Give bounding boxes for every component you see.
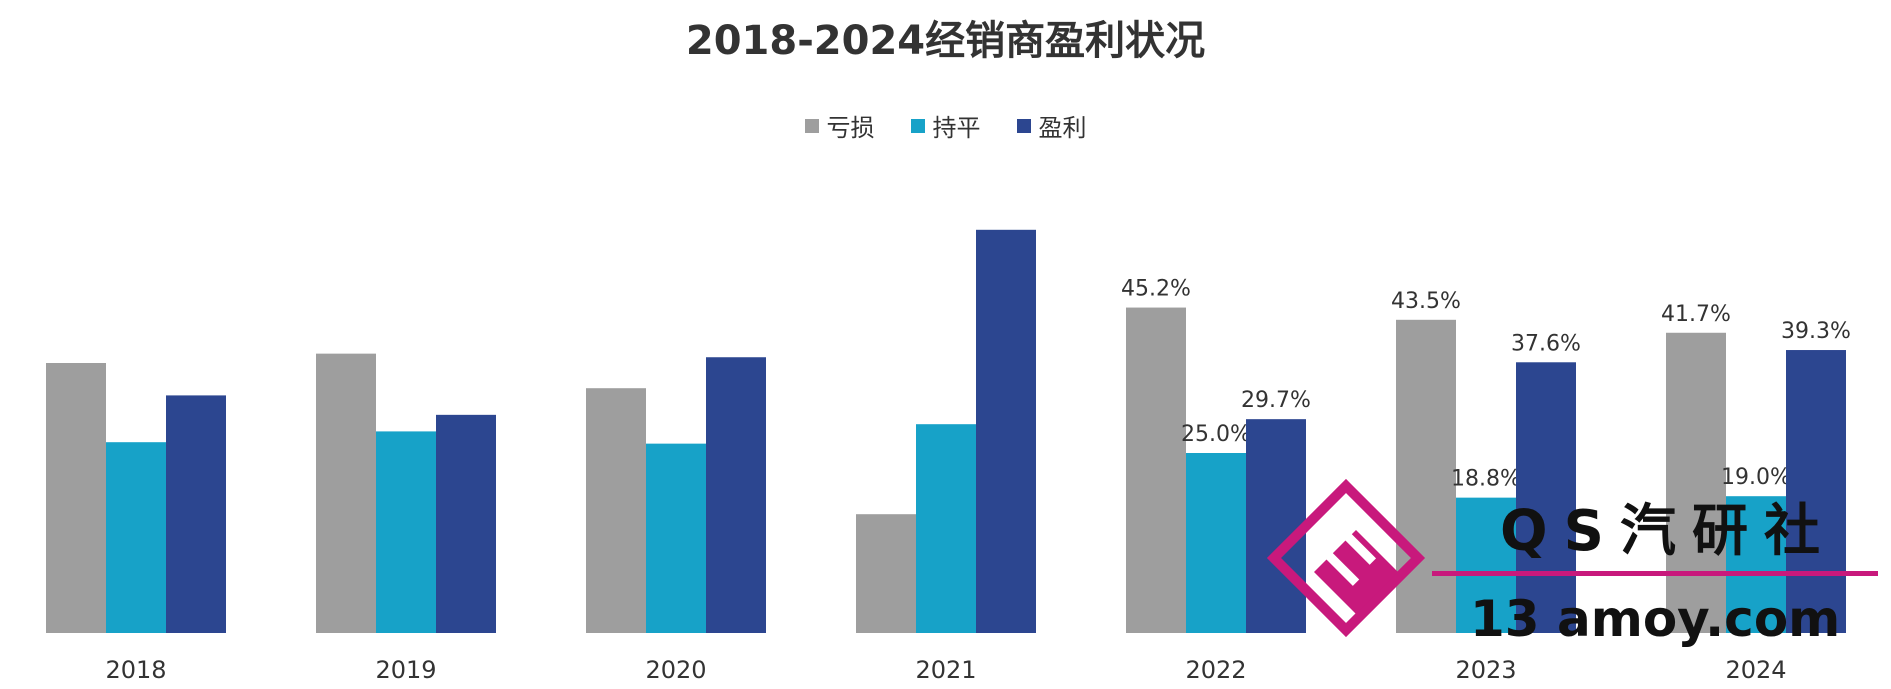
bar-loss-2021 — [856, 514, 916, 633]
legend-item-loss: 亏损 — [804, 108, 875, 143]
data-label-profit-2024: 39.3% — [1781, 319, 1851, 344]
watermark-url: 13 amoy.com — [1470, 590, 1840, 648]
bar-loss-2020 — [586, 388, 646, 633]
legend-label-breakeven: 持平 — [932, 114, 981, 142]
bar-profit-2021 — [976, 229, 1036, 634]
chart-title: 2018-2024经销商盈利状况 — [685, 18, 1206, 64]
bar-loss-2023 — [1396, 319, 1456, 633]
bar-breakeven-2024 — [1726, 496, 1786, 633]
bar-breakeven-2020 — [646, 443, 706, 633]
x-tick-label-2020: 2020 — [645, 656, 706, 684]
x-tick-label-2022: 2022 — [1185, 656, 1246, 684]
data-label-loss-2023: 43.5% — [1391, 289, 1461, 314]
bar-breakeven-2023 — [1456, 497, 1516, 633]
bar-profit-2024 — [1786, 350, 1846, 633]
bar-breakeven-2018 — [106, 442, 166, 633]
x-tick-label-2021: 2021 — [915, 656, 976, 684]
bar-breakeven-2022 — [1186, 453, 1246, 633]
data-label-profit-2023: 37.6% — [1511, 331, 1581, 356]
data-label-breakeven-2024: 19.0% — [1721, 465, 1791, 490]
chart-legend: 亏损 持平 盈利 — [0, 108, 1891, 143]
legend-item-profit: 盈利 — [1016, 108, 1087, 143]
data-label-breakeven-2022: 25.0% — [1181, 422, 1251, 447]
data-label-loss-2024: 41.7% — [1661, 302, 1731, 327]
x-tick-label-2018: 2018 — [105, 656, 166, 684]
watermark-divider — [1432, 571, 1878, 576]
legend-label-loss: 亏损 — [826, 114, 875, 142]
watermark: QS汽研社 13 amoy.com — [1266, 478, 1878, 648]
bar-profit-2018 — [166, 395, 226, 633]
watermark-brand: QS汽研社 — [1500, 499, 1836, 564]
bar-loss-2018 — [46, 363, 106, 633]
x-tick-label-2024: 2024 — [1725, 656, 1786, 684]
bar-loss-2022 — [1126, 307, 1186, 633]
bar-profit-2019 — [436, 414, 496, 633]
legend-swatch-breakeven — [910, 118, 925, 133]
legend-swatch-profit — [1016, 118, 1031, 133]
bar-breakeven-2021 — [916, 424, 976, 633]
data-label-profit-2022: 29.7% — [1241, 388, 1311, 413]
bar-profit-2020 — [706, 357, 766, 633]
bar-breakeven-2019 — [376, 431, 436, 633]
data-label-loss-2022: 45.2% — [1121, 277, 1191, 302]
legend-label-profit: 盈利 — [1038, 114, 1087, 142]
bar-loss-2024 — [1666, 332, 1726, 633]
x-tick-label-2019: 2019 — [375, 656, 436, 684]
bar-profit-2023 — [1516, 362, 1576, 633]
legend-swatch-loss — [804, 118, 819, 133]
watermark-logo — [1266, 478, 1426, 638]
x-tick-label-2023: 2023 — [1455, 656, 1516, 684]
bar-loss-2019 — [316, 353, 376, 633]
data-label-breakeven-2023: 18.8% — [1451, 467, 1521, 492]
legend-item-breakeven: 持平 — [910, 108, 981, 143]
bar-profit-2022 — [1246, 419, 1306, 633]
